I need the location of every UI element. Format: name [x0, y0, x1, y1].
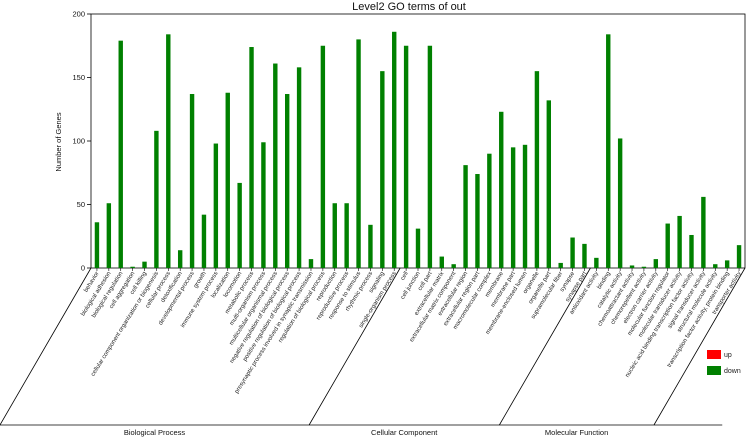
bar-down	[606, 34, 611, 268]
bar-down	[332, 203, 337, 268]
bar-down	[106, 203, 112, 268]
group-separator	[499, 267, 591, 426]
bar-down	[451, 264, 456, 268]
y-tick-label: 200	[72, 10, 85, 19]
bar-down	[736, 245, 742, 268]
bar-down	[594, 257, 599, 268]
bar-down	[463, 165, 468, 268]
bar-down	[475, 174, 480, 268]
bar-down	[273, 63, 278, 268]
bar-down	[403, 45, 409, 268]
bar-down	[130, 266, 135, 268]
y-tick-label: 100	[72, 137, 85, 146]
bar-down	[641, 266, 647, 268]
y-axis-ticks: 0 50 100 150 200	[72, 10, 91, 273]
bar-down	[201, 214, 207, 268]
bar-down	[522, 144, 528, 268]
bar-down	[582, 243, 587, 268]
bar-down	[629, 265, 635, 268]
bar-down	[665, 223, 670, 268]
y-tick-label: 50	[77, 200, 85, 209]
bar-down	[487, 153, 492, 268]
bar-down	[689, 234, 694, 268]
legend-label-down: down	[724, 368, 741, 375]
bar-down	[617, 138, 623, 268]
bar-down	[677, 215, 682, 268]
y-tick-label: 150	[72, 73, 85, 82]
bar-down	[724, 260, 730, 268]
bar-down	[142, 261, 147, 268]
bar-down	[249, 47, 254, 268]
group-separator	[653, 267, 746, 426]
legend: up down	[707, 350, 741, 375]
bar-down	[154, 130, 159, 268]
bar-down	[701, 196, 706, 268]
legend-label-up: up	[724, 352, 732, 359]
bar-down	[285, 94, 290, 268]
bar-down	[94, 222, 100, 268]
category-groups: Biological Process Cellular Component Mole…	[0, 267, 746, 437]
group-separator	[308, 267, 401, 426]
bar-down	[713, 264, 718, 268]
bar-down	[558, 262, 563, 268]
y-tick-label: 0	[81, 264, 85, 273]
bar-down	[368, 224, 373, 268]
legend-swatch-down	[707, 366, 721, 375]
bar-down	[320, 45, 326, 268]
bar-down	[534, 71, 540, 269]
bar-down	[261, 142, 266, 268]
bars	[94, 31, 742, 269]
bar-down	[177, 250, 183, 268]
bar-down	[380, 71, 385, 269]
bar-down	[392, 31, 397, 269]
bar-down	[344, 203, 349, 268]
bar-down	[237, 182, 242, 268]
group-separator	[0, 267, 92, 426]
legend-swatch-up	[707, 350, 721, 359]
group-label: Biological Process	[124, 428, 186, 437]
bar-down	[570, 237, 575, 268]
bar-down	[439, 256, 444, 268]
bar-down	[189, 94, 195, 268]
bar-down	[653, 259, 659, 268]
bar-down	[356, 39, 361, 269]
bar-down	[510, 147, 516, 268]
bar-down	[118, 40, 123, 268]
bar-down	[546, 100, 551, 268]
bar-down	[225, 92, 230, 269]
bar-down	[213, 143, 219, 268]
bar-down	[308, 259, 314, 268]
x-tick-label: cell	[400, 271, 410, 282]
bar-down	[296, 67, 302, 268]
bar-down	[415, 228, 421, 268]
bar-down	[166, 34, 171, 268]
group-label: Molecular Function	[545, 428, 608, 437]
bar-down	[427, 45, 433, 268]
group-label: Cellular Component	[371, 428, 438, 437]
chart-title: Level2 GO terms of out	[352, 1, 466, 13]
bar-down	[499, 111, 504, 268]
y-axis-label: Number of Genes	[54, 112, 63, 171]
